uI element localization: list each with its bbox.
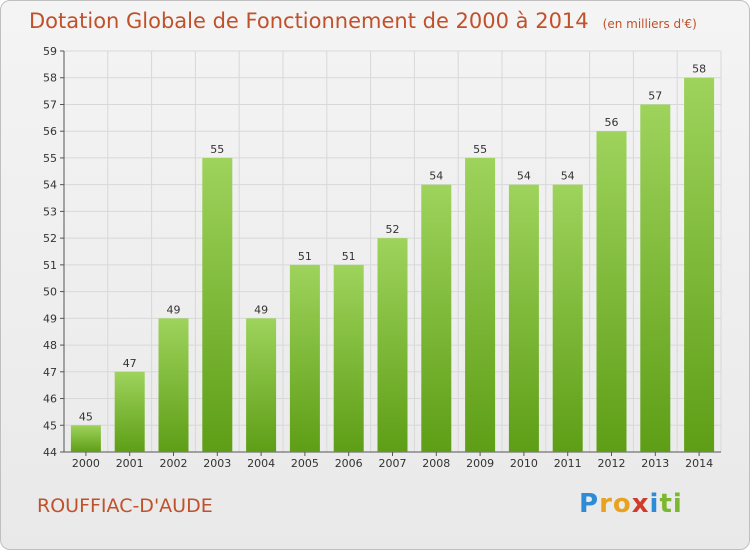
bar [596,131,627,452]
bars [70,77,715,452]
x-tick-label: 2000 [72,457,100,470]
bar [684,77,715,452]
bar [552,184,583,452]
logo-letter: r [599,489,613,519]
bar [333,264,364,452]
bar-value-label: 51 [342,250,356,263]
bar-value-label: 58 [692,63,706,76]
chart-title-text: Dotation Globale de Fonctionnement de 20… [29,9,589,33]
bar [70,425,101,452]
bar-value-label: 56 [605,116,619,129]
bar [421,184,452,452]
y-tick-label: 44 [43,446,57,459]
x-tick-label: 2010 [510,457,538,470]
bar [508,184,539,452]
bar-value-label: 54 [561,170,575,183]
y-tick-label: 53 [43,205,57,218]
chart-title: Dotation Globale de Fonctionnement de 20… [29,9,697,33]
logo-letter: i [649,489,660,519]
y-tick-label: 54 [43,179,57,192]
x-tick-label: 2013 [641,457,669,470]
y-tick-label: 52 [43,232,57,245]
bar [640,104,671,452]
bar [289,264,320,452]
bar-value-label: 51 [298,250,312,263]
logo-letter: x [631,489,650,519]
bar-value-label: 54 [429,170,443,183]
x-tick-label: 2011 [554,457,582,470]
y-tick-label: 48 [43,339,57,352]
bar [377,238,408,452]
x-tick-label: 2003 [203,457,231,470]
x-tick-label: 2001 [116,457,144,470]
y-tick-label: 45 [43,419,57,432]
y-tick-label: 50 [43,286,57,299]
chart-unit: (en milliers d'€) [602,17,697,31]
y-tick-label: 58 [43,72,57,85]
labels: 44 45 46 47 48 49 50 51 52 53 54 55 56 57 58 59 45 2000 47… [43,45,713,470]
bar-value-label: 54 [517,170,531,183]
logo-letter: t [659,489,673,519]
x-tick-label: 2009 [466,457,494,470]
x-tick-label: 2006 [335,457,363,470]
bar [202,157,233,452]
bar-value-label: 55 [210,143,224,156]
x-tick-label: 2004 [247,457,275,470]
y-tick-label: 46 [43,393,57,406]
logo-letter: o [612,489,632,519]
commune-name: ROUFFIAC-D'AUDE [37,495,213,517]
x-tick-label: 2002 [160,457,188,470]
logo-letter: P [579,489,600,519]
x-tick-label: 2012 [598,457,626,470]
bar-value-label: 47 [123,357,137,370]
y-tick-label: 51 [43,259,57,272]
logo-letter: i [672,489,683,519]
bar [465,157,496,452]
y-tick-label: 47 [43,366,57,379]
bar [158,318,189,452]
x-tick-label: 2007 [379,457,407,470]
bar-value-label: 52 [386,223,400,236]
y-tick-label: 49 [43,312,57,325]
y-tick-label: 57 [43,98,57,111]
proxiti-logo: Proxiti [579,489,683,519]
bar-value-label: 45 [79,410,93,423]
bar [114,371,145,452]
x-tick-label: 2008 [422,457,450,470]
bar-value-label: 55 [473,143,487,156]
y-tick-label: 55 [43,152,57,165]
bar-value-label: 49 [254,303,268,316]
x-tick-label: 2005 [291,457,319,470]
bar-value-label: 49 [167,303,181,316]
x-tick-label: 2014 [685,457,713,470]
y-tick-label: 56 [43,125,57,138]
y-tick-label: 59 [43,45,57,58]
bar-value-label: 57 [648,89,662,102]
bar [246,318,277,452]
